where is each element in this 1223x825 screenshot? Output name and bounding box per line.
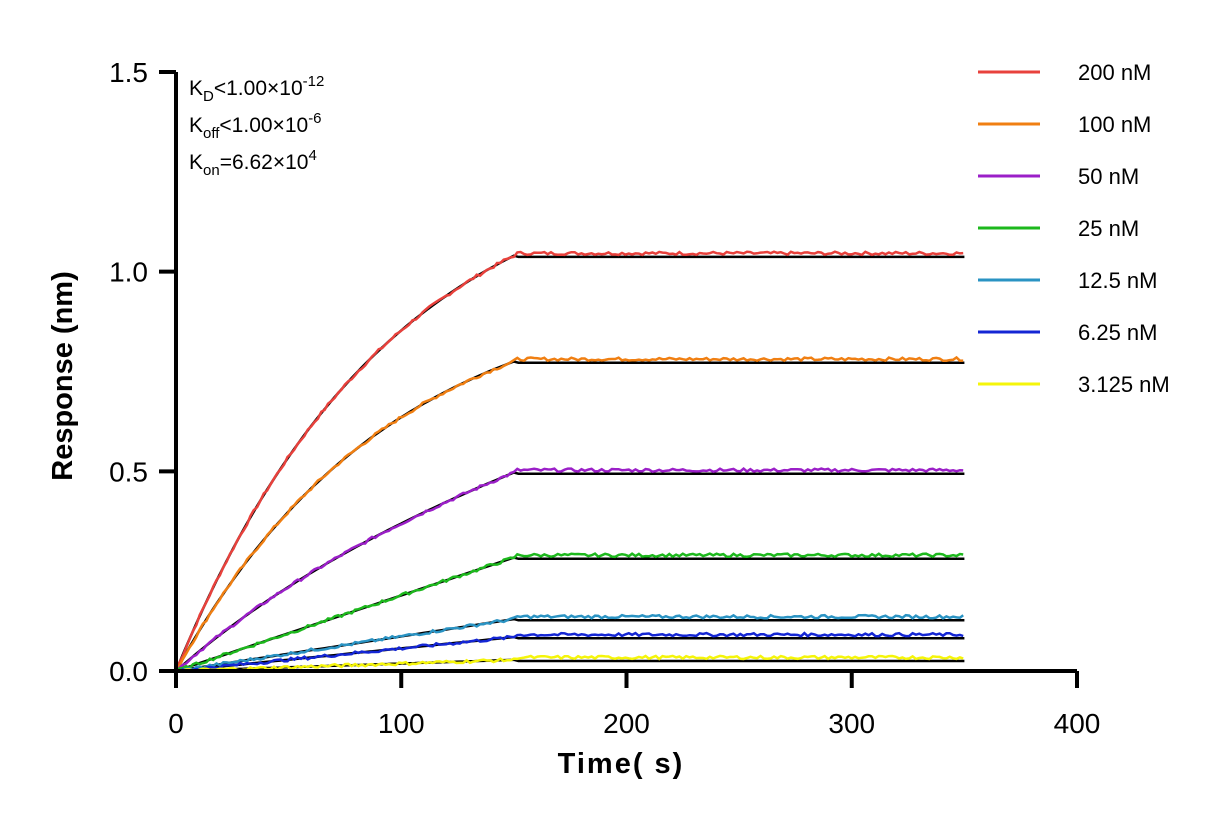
- legend-label: 6.25 nM: [1078, 320, 1158, 345]
- x-tick-label: 400: [1054, 708, 1101, 739]
- ticks: 0 100 200 300 400 0.0 0.5 1.0 1.5: [109, 57, 1100, 739]
- y-tick-label: 1.5: [109, 57, 148, 88]
- legend: 200 nM 100 nM 50 nM 25 nM 12.5 nM 6.25 nM 3.12…: [978, 60, 1170, 397]
- y-axis-title: Response (nm): [47, 271, 79, 480]
- series-line: [175, 552, 964, 673]
- series-line: [175, 466, 964, 672]
- kinetic-constant-text: Koff<1.00×10-6: [189, 110, 322, 142]
- x-tick-label: 100: [378, 708, 425, 739]
- fit-curves: [174, 254, 965, 673]
- legend-label: 100 nM: [1078, 112, 1151, 137]
- legend-label: 12.5 nM: [1078, 268, 1158, 293]
- kinetic-constant-text: Kon=6.62×104: [189, 147, 317, 179]
- x-tick-label: 200: [603, 708, 650, 739]
- x-tick-label: 300: [828, 708, 875, 739]
- fit-curve-line: [174, 360, 965, 672]
- series-line: [175, 654, 964, 673]
- fit-curve-line: [175, 471, 965, 672]
- y-tick-label: 0.0: [109, 656, 148, 687]
- series-line: [175, 631, 964, 673]
- legend-label: 25 nM: [1078, 216, 1139, 241]
- series-line: [174, 250, 964, 672]
- legend-label: 50 nM: [1078, 164, 1139, 189]
- series-line: [175, 355, 964, 671]
- legend-label: 3.125 nM: [1078, 372, 1170, 397]
- fit-curve-line: [174, 254, 965, 672]
- x-axis-title: Time( s): [558, 748, 685, 780]
- series-line: [175, 613, 964, 673]
- kinetic-constant-text: KD<1.00×10-12: [189, 73, 324, 105]
- legend-label: 200 nM: [1078, 60, 1151, 85]
- y-tick-label: 1.0: [109, 257, 148, 288]
- y-tick-label: 0.5: [109, 456, 148, 487]
- kinetic-constants-annotation: KD<1.00×10-12 Koff<1.00×10-6 Kon=6.62×104: [189, 73, 324, 179]
- x-tick-label: 0: [168, 708, 184, 739]
- data-series: [174, 250, 964, 673]
- fit-curve-line: [175, 617, 965, 673]
